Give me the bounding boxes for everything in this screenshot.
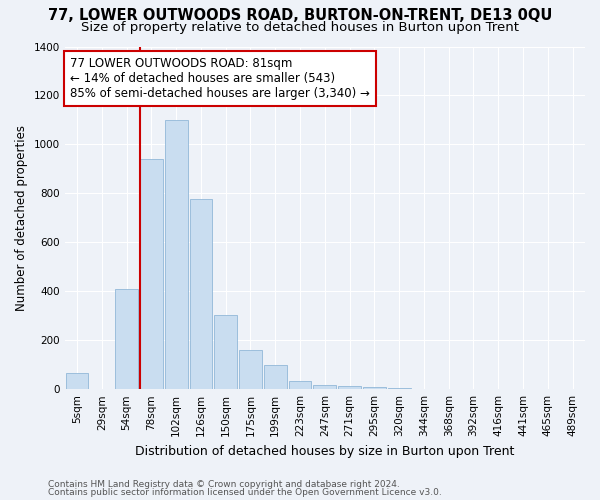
- Bar: [190, 200, 212, 389]
- Bar: [165, 120, 188, 389]
- Text: Contains HM Land Registry data © Crown copyright and database right 2024.: Contains HM Land Registry data © Crown c…: [48, 480, 400, 489]
- Bar: [264, 364, 287, 389]
- Bar: [140, 159, 163, 389]
- Bar: [239, 350, 262, 389]
- X-axis label: Distribution of detached houses by size in Burton upon Trent: Distribution of detached houses by size …: [135, 444, 515, 458]
- Bar: [214, 314, 237, 389]
- Text: Size of property relative to detached houses in Burton upon Trent: Size of property relative to detached ho…: [81, 21, 519, 34]
- Bar: [115, 289, 138, 389]
- Text: Contains public sector information licensed under the Open Government Licence v3: Contains public sector information licen…: [48, 488, 442, 497]
- Bar: [289, 380, 311, 389]
- Text: 77 LOWER OUTWOODS ROAD: 81sqm
← 14% of detached houses are smaller (543)
85% of : 77 LOWER OUTWOODS ROAD: 81sqm ← 14% of d…: [70, 57, 370, 100]
- Bar: [388, 388, 410, 389]
- Bar: [338, 386, 361, 389]
- Text: 77, LOWER OUTWOODS ROAD, BURTON-ON-TRENT, DE13 0QU: 77, LOWER OUTWOODS ROAD, BURTON-ON-TRENT…: [48, 8, 552, 22]
- Bar: [313, 385, 336, 389]
- Bar: [363, 386, 386, 389]
- Bar: [65, 374, 88, 389]
- Y-axis label: Number of detached properties: Number of detached properties: [15, 125, 28, 311]
